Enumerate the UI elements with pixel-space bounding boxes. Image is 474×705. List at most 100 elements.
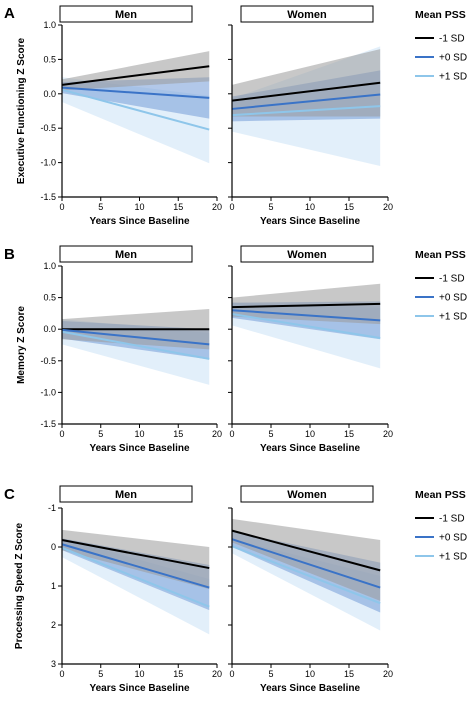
y-tick-label: -1.0 [40, 387, 56, 397]
x-tick-label: 15 [344, 429, 354, 439]
facet-title: Women [287, 489, 327, 501]
x-tick-label: 20 [212, 669, 222, 679]
y-tick-label: 3 [51, 659, 56, 669]
legend-title: Mean PSS [415, 489, 466, 501]
x-tick-label: 20 [383, 669, 393, 679]
x-tick-label: 0 [229, 202, 234, 212]
y-tick-label: 1 [51, 581, 56, 591]
series-line [231, 93, 381, 110]
facet-title-box [240, 245, 374, 263]
y-tick-label: -1.5 [40, 419, 56, 429]
legend-label: +1 SD [439, 312, 467, 323]
x-tick-label: 0 [229, 429, 234, 439]
panel-b: B Memory Z Score Men -1.5 -1.0 -0.5 0.0 0.5 1.0 0… [4, 245, 467, 454]
facet-title-box [59, 245, 193, 263]
y-tick-label: 0.5 [43, 293, 56, 303]
x-tick-label: 5 [268, 669, 273, 679]
x-tick-label: 5 [268, 202, 273, 212]
series-line [231, 545, 381, 605]
series-line [61, 328, 210, 346]
ci-band [232, 49, 381, 117]
series-line [231, 529, 381, 572]
y-tick-label: -0.5 [40, 123, 56, 133]
x-tick-label: 10 [134, 669, 144, 679]
series-line [231, 538, 381, 589]
y-axis-label: Memory Z Score [16, 306, 27, 384]
series-line [61, 88, 210, 131]
panel-a: A Executive Functioning Z Score Men -1.5 -1.… [4, 5, 467, 227]
x-axis-label: Years Since Baseline [89, 216, 190, 227]
facet-title-box [59, 485, 193, 503]
series-line [61, 86, 210, 99]
facet-title: Men [115, 489, 137, 501]
legend: Mean PSS -1 SD +0 SD +1 SD [415, 9, 467, 83]
x-axis-label: Years Since Baseline [260, 683, 361, 694]
x-tick-label: 5 [98, 429, 103, 439]
x-tick-label: 5 [98, 669, 103, 679]
y-tick-label: 0 [51, 542, 56, 552]
y-tick-label: 1.0 [43, 20, 56, 30]
ci-band [232, 518, 381, 601]
series-line [61, 330, 210, 360]
facet-men: Men -1.5 -1.0 -0.5 0.0 0.5 1.0 0 5 10 15 20 Years Si… [40, 5, 222, 227]
y-tick-label: 2 [51, 620, 56, 630]
x-axis-label: Years Since Baseline [89, 683, 190, 694]
legend-label: +0 SD [439, 293, 467, 304]
legend-label: +0 SD [439, 533, 467, 544]
legend-label: +1 SD [439, 552, 467, 563]
panel-letter: C [4, 486, 15, 503]
y-tick-label: 1.0 [43, 261, 56, 271]
x-tick-label: 20 [212, 202, 222, 212]
x-tick-label: 10 [305, 429, 315, 439]
facet-title: Men [115, 249, 137, 261]
y-tick-label: -1.0 [40, 158, 56, 168]
legend: Mean PSS -1 SD +0 SD +1 SD [415, 489, 467, 563]
y-tick-label: -0.5 [40, 356, 56, 366]
series-line [61, 546, 210, 608]
series-line [231, 309, 381, 322]
ci-band [62, 529, 210, 590]
series-line [231, 105, 381, 117]
ci-band [232, 283, 381, 325]
x-tick-label: 10 [305, 669, 315, 679]
facet-women: Women 0 5 10 15 20 Years Since Baseline [228, 485, 393, 694]
facet-title: Women [287, 9, 327, 21]
x-tick-label: 15 [173, 202, 183, 212]
x-tick-label: 5 [268, 429, 273, 439]
legend-title: Mean PSS [415, 9, 466, 21]
facet-title-box [240, 5, 374, 23]
y-tick-label: -1.5 [40, 192, 56, 202]
facet-women: Women 0 5 10 15 20 Years Since Baseline [228, 245, 393, 454]
panel-letter: B [4, 246, 15, 263]
legend-label: +1 SD [439, 72, 467, 83]
x-tick-label: 15 [173, 669, 183, 679]
facet-women: Women 0 5 10 15 20 Years Since Baseline [228, 5, 393, 227]
series-line [61, 543, 210, 589]
x-tick-label: 5 [98, 202, 103, 212]
x-axis-label: Years Since Baseline [89, 443, 190, 454]
legend-title: Mean PSS [415, 249, 466, 261]
x-tick-label: 10 [305, 202, 315, 212]
legend-label: -1 SD [439, 514, 465, 525]
x-tick-label: 15 [173, 429, 183, 439]
y-tick-label: 0.0 [43, 89, 56, 99]
legend: Mean PSS -1 SD +0 SD +1 SD [415, 249, 467, 323]
series-line [231, 81, 381, 102]
x-axis-label: Years Since Baseline [260, 443, 361, 454]
legend-label: +0 SD [439, 53, 467, 64]
x-tick-label: 0 [59, 669, 64, 679]
x-tick-label: 20 [383, 202, 393, 212]
facet-title-box [59, 5, 193, 23]
facet-title: Women [287, 249, 327, 261]
x-tick-label: 0 [229, 669, 234, 679]
legend-label: -1 SD [439, 34, 465, 45]
legend-label: -1 SD [439, 274, 465, 285]
x-tick-label: 0 [59, 202, 64, 212]
series-line [231, 302, 381, 309]
x-tick-label: 20 [212, 429, 222, 439]
series-line [61, 65, 210, 86]
x-tick-label: 15 [344, 669, 354, 679]
